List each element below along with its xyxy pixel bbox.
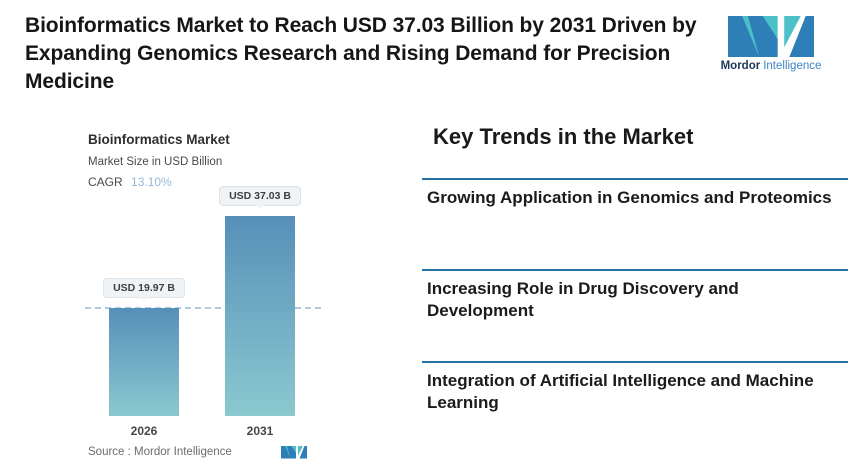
brand-wordmark: Mordor Intelligence — [716, 60, 826, 72]
cagr-label: CAGR — [88, 175, 123, 189]
page-title: Bioinformatics Market to Reach USD 37.03… — [25, 14, 697, 93]
bar-value-badge-2026: USD 19.97 B — [103, 278, 185, 299]
trend-item-text: Integration of Artificial Intelligence a… — [427, 371, 814, 412]
chart-title: Bioinformatics Market — [88, 132, 230, 147]
trend-item-text: Increasing Role in Drug Discovery and De… — [427, 279, 739, 320]
chart-plot: USD 19.97 B 2026 USD 37.03 B 2031 — [85, 186, 330, 438]
trend-row: Integration of Artificial Intelligence a… — [422, 361, 848, 414]
trend-item-text: Growing Application in Genomics and Prot… — [427, 188, 832, 207]
trend-divider — [422, 269, 848, 271]
market-size-chart: Bioinformatics Market Market Size in USD… — [85, 130, 335, 470]
key-trends-section: Key Trends in the Market Growing Applica… — [422, 124, 848, 412]
axis-label-2031: 2031 — [246, 424, 274, 438]
cagr-row: CAGR 13.10% — [88, 175, 172, 189]
brand-name-secondary: Intelligence — [763, 60, 822, 73]
brand-name-primary: Mordor — [720, 60, 761, 73]
bar-2031 — [225, 216, 295, 416]
bar-2026 — [109, 308, 179, 416]
dashed-reference-line — [85, 307, 323, 310]
source-mordor-m-mark-icon — [281, 446, 307, 459]
chart-subtitle: Market Size in USD Billion — [88, 156, 223, 168]
chart-source-row: Source : Mordor Intelligence — [88, 446, 307, 459]
key-trends-heading: Key Trends in the Market — [433, 124, 694, 149]
trend-divider — [422, 361, 848, 363]
bar-value-badge-2031: USD 37.03 B — [219, 186, 301, 207]
trend-divider — [422, 178, 848, 180]
cagr-value: 13.10% — [131, 175, 172, 189]
axis-label-2026: 2026 — [130, 424, 158, 438]
trend-row: Increasing Role in Drug Discovery and De… — [422, 269, 848, 322]
mordor-intelligence-logo: Mordor Intelligence — [716, 16, 826, 72]
chart-source-label: Source : Mordor Intelligence — [88, 446, 232, 459]
trend-row: Growing Application in Genomics and Prot… — [422, 178, 848, 209]
mordor-m-mark-icon — [728, 16, 814, 58]
